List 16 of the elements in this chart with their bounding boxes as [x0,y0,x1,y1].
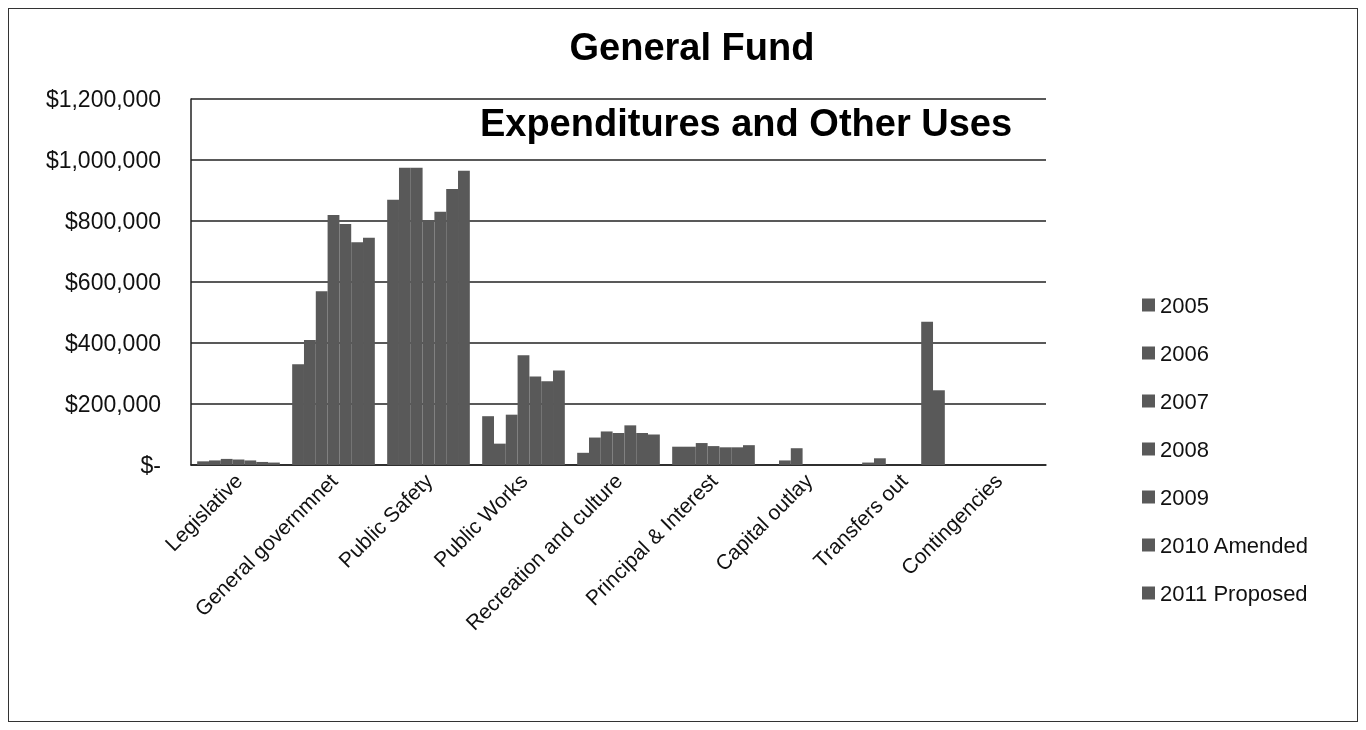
legend-label: 2005 [1160,292,1209,318]
chart-title: General Fund [569,26,815,68]
legend-label: 2008 [1160,436,1209,462]
legend-label: 2011 Proposed [1160,580,1308,606]
y-tick-label: $400,000 [65,330,161,356]
legend-label: 2006 [1160,340,1209,366]
y-tick-label: $800,000 [65,208,161,234]
chart-subtitle: Expenditures and Other Uses [479,102,1013,144]
y-tick-label: $1,200,000 [45,86,161,112]
legend-label: 2009 [1160,484,1209,510]
legend-label: 2007 [1160,388,1209,414]
y-tick-label: $200,000 [65,391,161,417]
legend-label: 2010 Amended [1160,532,1309,558]
y-tick-label: $600,000 [65,269,161,295]
y-tick-label: $- [140,452,161,478]
y-tick-label: $1,000,000 [45,147,161,173]
